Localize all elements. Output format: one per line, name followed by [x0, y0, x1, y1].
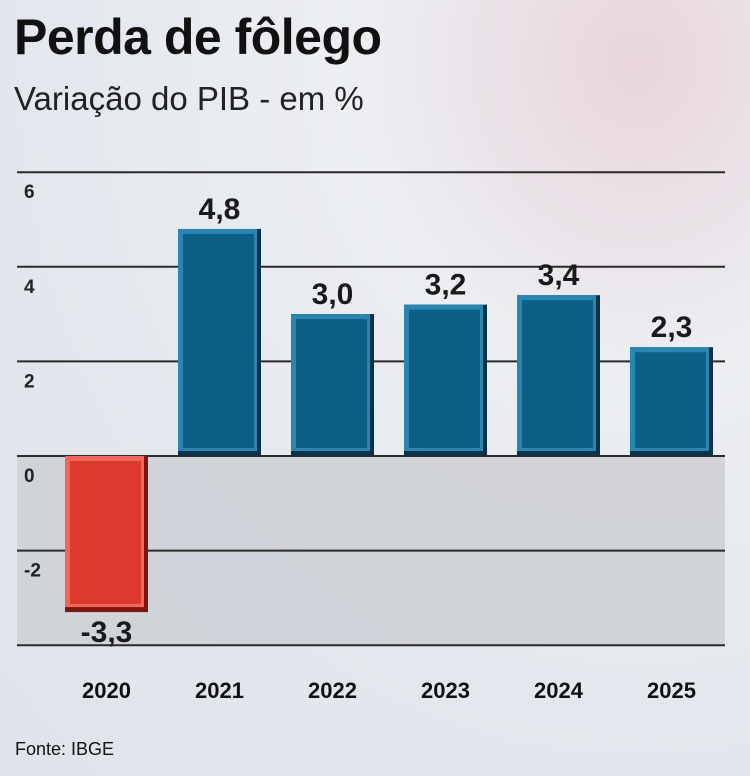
y-tick-label: -2 [24, 561, 41, 582]
bar [522, 300, 593, 448]
x-tick-label: 2022 [308, 678, 357, 703]
data-label: -3,3 [81, 616, 133, 649]
source-note: Fonte: IBGE [15, 739, 115, 759]
chart-title: Perda de fôlego [14, 9, 382, 65]
x-tick-label: 2020 [82, 678, 131, 703]
y-tick-label: 0 [24, 466, 35, 487]
data-label: 4,8 [199, 193, 241, 226]
bar [183, 233, 254, 448]
data-label: 2,3 [651, 311, 693, 344]
x-tick-label: 2024 [534, 678, 584, 703]
x-tick-label: 2021 [195, 678, 244, 703]
x-tick-label: 2025 [647, 678, 696, 703]
y-tick-label: 4 [24, 277, 35, 298]
y-tick-label: 2 [24, 371, 35, 392]
data-label: 3,2 [425, 269, 467, 302]
bar [409, 309, 480, 448]
bar [296, 319, 367, 448]
data-label: 3,4 [538, 259, 580, 292]
x-tick-label: 2023 [421, 678, 470, 703]
chart-subtitle: Variação do PIB - em % [14, 80, 364, 117]
data-label: 3,0 [312, 278, 354, 311]
bar [635, 352, 706, 448]
y-tick-label: 6 [24, 182, 35, 203]
bar [70, 461, 141, 605]
